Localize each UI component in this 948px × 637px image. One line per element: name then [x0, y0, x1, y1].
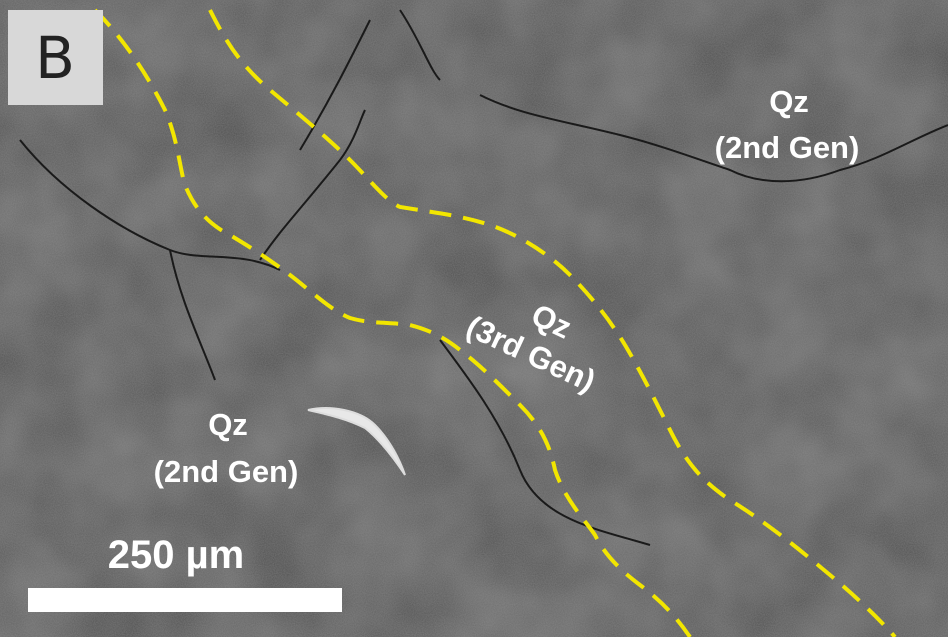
bright-grain [307, 407, 406, 476]
annotation: (2nd Gen) [154, 454, 299, 489]
annotation: (2nd Gen) [715, 130, 860, 165]
panel-label-box [8, 10, 103, 105]
annotation: Qz [769, 84, 809, 119]
annotation: Qz [208, 407, 248, 442]
cracks [19, 9, 948, 546]
panel-label: B [35, 24, 75, 92]
boundaries [93, 8, 897, 637]
scale-bar [28, 588, 342, 612]
scale-bar-label: 250 µm [108, 533, 244, 577]
